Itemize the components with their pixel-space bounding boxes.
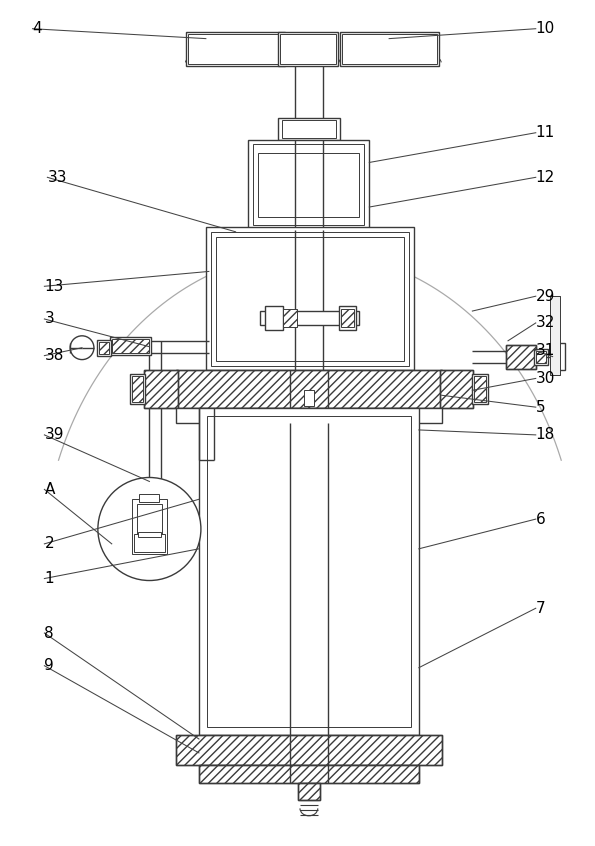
Bar xyxy=(131,499,167,554)
Bar xyxy=(280,34,336,64)
Bar xyxy=(550,296,559,376)
Text: 10: 10 xyxy=(536,21,555,36)
Bar xyxy=(534,349,547,365)
Circle shape xyxy=(98,477,201,580)
Bar xyxy=(176,371,441,408)
Bar xyxy=(298,783,320,800)
Text: 2: 2 xyxy=(45,536,54,552)
Bar xyxy=(188,34,283,64)
Text: 1: 1 xyxy=(45,571,54,586)
Bar xyxy=(339,306,356,330)
Bar xyxy=(112,338,149,353)
Bar xyxy=(298,783,320,800)
Bar xyxy=(130,375,145,404)
Bar xyxy=(211,235,399,359)
Text: 5: 5 xyxy=(536,399,546,415)
Bar xyxy=(340,309,355,327)
Bar xyxy=(342,34,437,64)
Bar xyxy=(145,371,178,408)
Text: 38: 38 xyxy=(45,349,64,363)
Text: 13: 13 xyxy=(45,279,64,294)
Bar xyxy=(506,344,536,369)
Bar xyxy=(265,306,283,330)
Bar xyxy=(261,311,359,325)
Bar xyxy=(139,494,159,503)
Bar xyxy=(145,371,178,408)
Text: 8: 8 xyxy=(45,625,54,640)
Bar xyxy=(249,140,369,228)
Bar xyxy=(186,31,285,66)
Bar xyxy=(99,342,109,354)
Bar xyxy=(304,390,314,406)
Bar xyxy=(440,371,474,408)
Bar xyxy=(206,227,414,371)
Text: 33: 33 xyxy=(48,170,67,184)
Bar xyxy=(176,735,441,765)
Bar xyxy=(278,31,337,66)
Bar xyxy=(216,237,404,360)
Text: 29: 29 xyxy=(536,288,555,304)
Text: 4: 4 xyxy=(33,21,42,36)
Text: 6: 6 xyxy=(536,512,546,526)
Bar xyxy=(278,118,340,140)
Bar xyxy=(211,232,409,365)
Bar xyxy=(137,532,161,537)
Text: 7: 7 xyxy=(536,601,546,616)
Bar xyxy=(97,340,111,355)
Bar xyxy=(209,230,409,369)
Bar xyxy=(553,343,565,371)
Bar xyxy=(340,31,439,66)
Text: 30: 30 xyxy=(536,371,555,386)
Text: 31: 31 xyxy=(536,343,555,358)
Bar xyxy=(131,376,143,402)
Bar xyxy=(176,408,441,423)
Bar xyxy=(176,735,441,765)
Bar xyxy=(207,416,411,727)
Bar xyxy=(506,344,536,369)
Text: 9: 9 xyxy=(45,658,54,673)
Bar xyxy=(199,408,419,735)
Bar xyxy=(199,765,419,783)
Bar xyxy=(133,534,165,552)
Bar xyxy=(176,371,441,408)
Text: 18: 18 xyxy=(536,427,555,442)
Text: 32: 32 xyxy=(536,316,555,331)
Bar xyxy=(440,371,474,408)
Bar xyxy=(209,232,405,366)
Text: 39: 39 xyxy=(45,427,64,442)
Circle shape xyxy=(70,336,94,360)
Bar xyxy=(136,504,162,539)
Bar xyxy=(109,337,151,354)
Bar xyxy=(474,376,486,402)
Bar xyxy=(283,309,297,327)
Bar xyxy=(258,152,359,217)
Bar xyxy=(536,351,546,363)
Text: A: A xyxy=(45,482,55,497)
Bar xyxy=(282,120,336,138)
Text: 12: 12 xyxy=(536,170,555,184)
Text: 11: 11 xyxy=(536,125,555,140)
Text: 3: 3 xyxy=(45,311,54,327)
Bar xyxy=(199,765,419,783)
Bar xyxy=(472,375,488,404)
Bar xyxy=(253,144,364,225)
Bar xyxy=(209,230,409,369)
